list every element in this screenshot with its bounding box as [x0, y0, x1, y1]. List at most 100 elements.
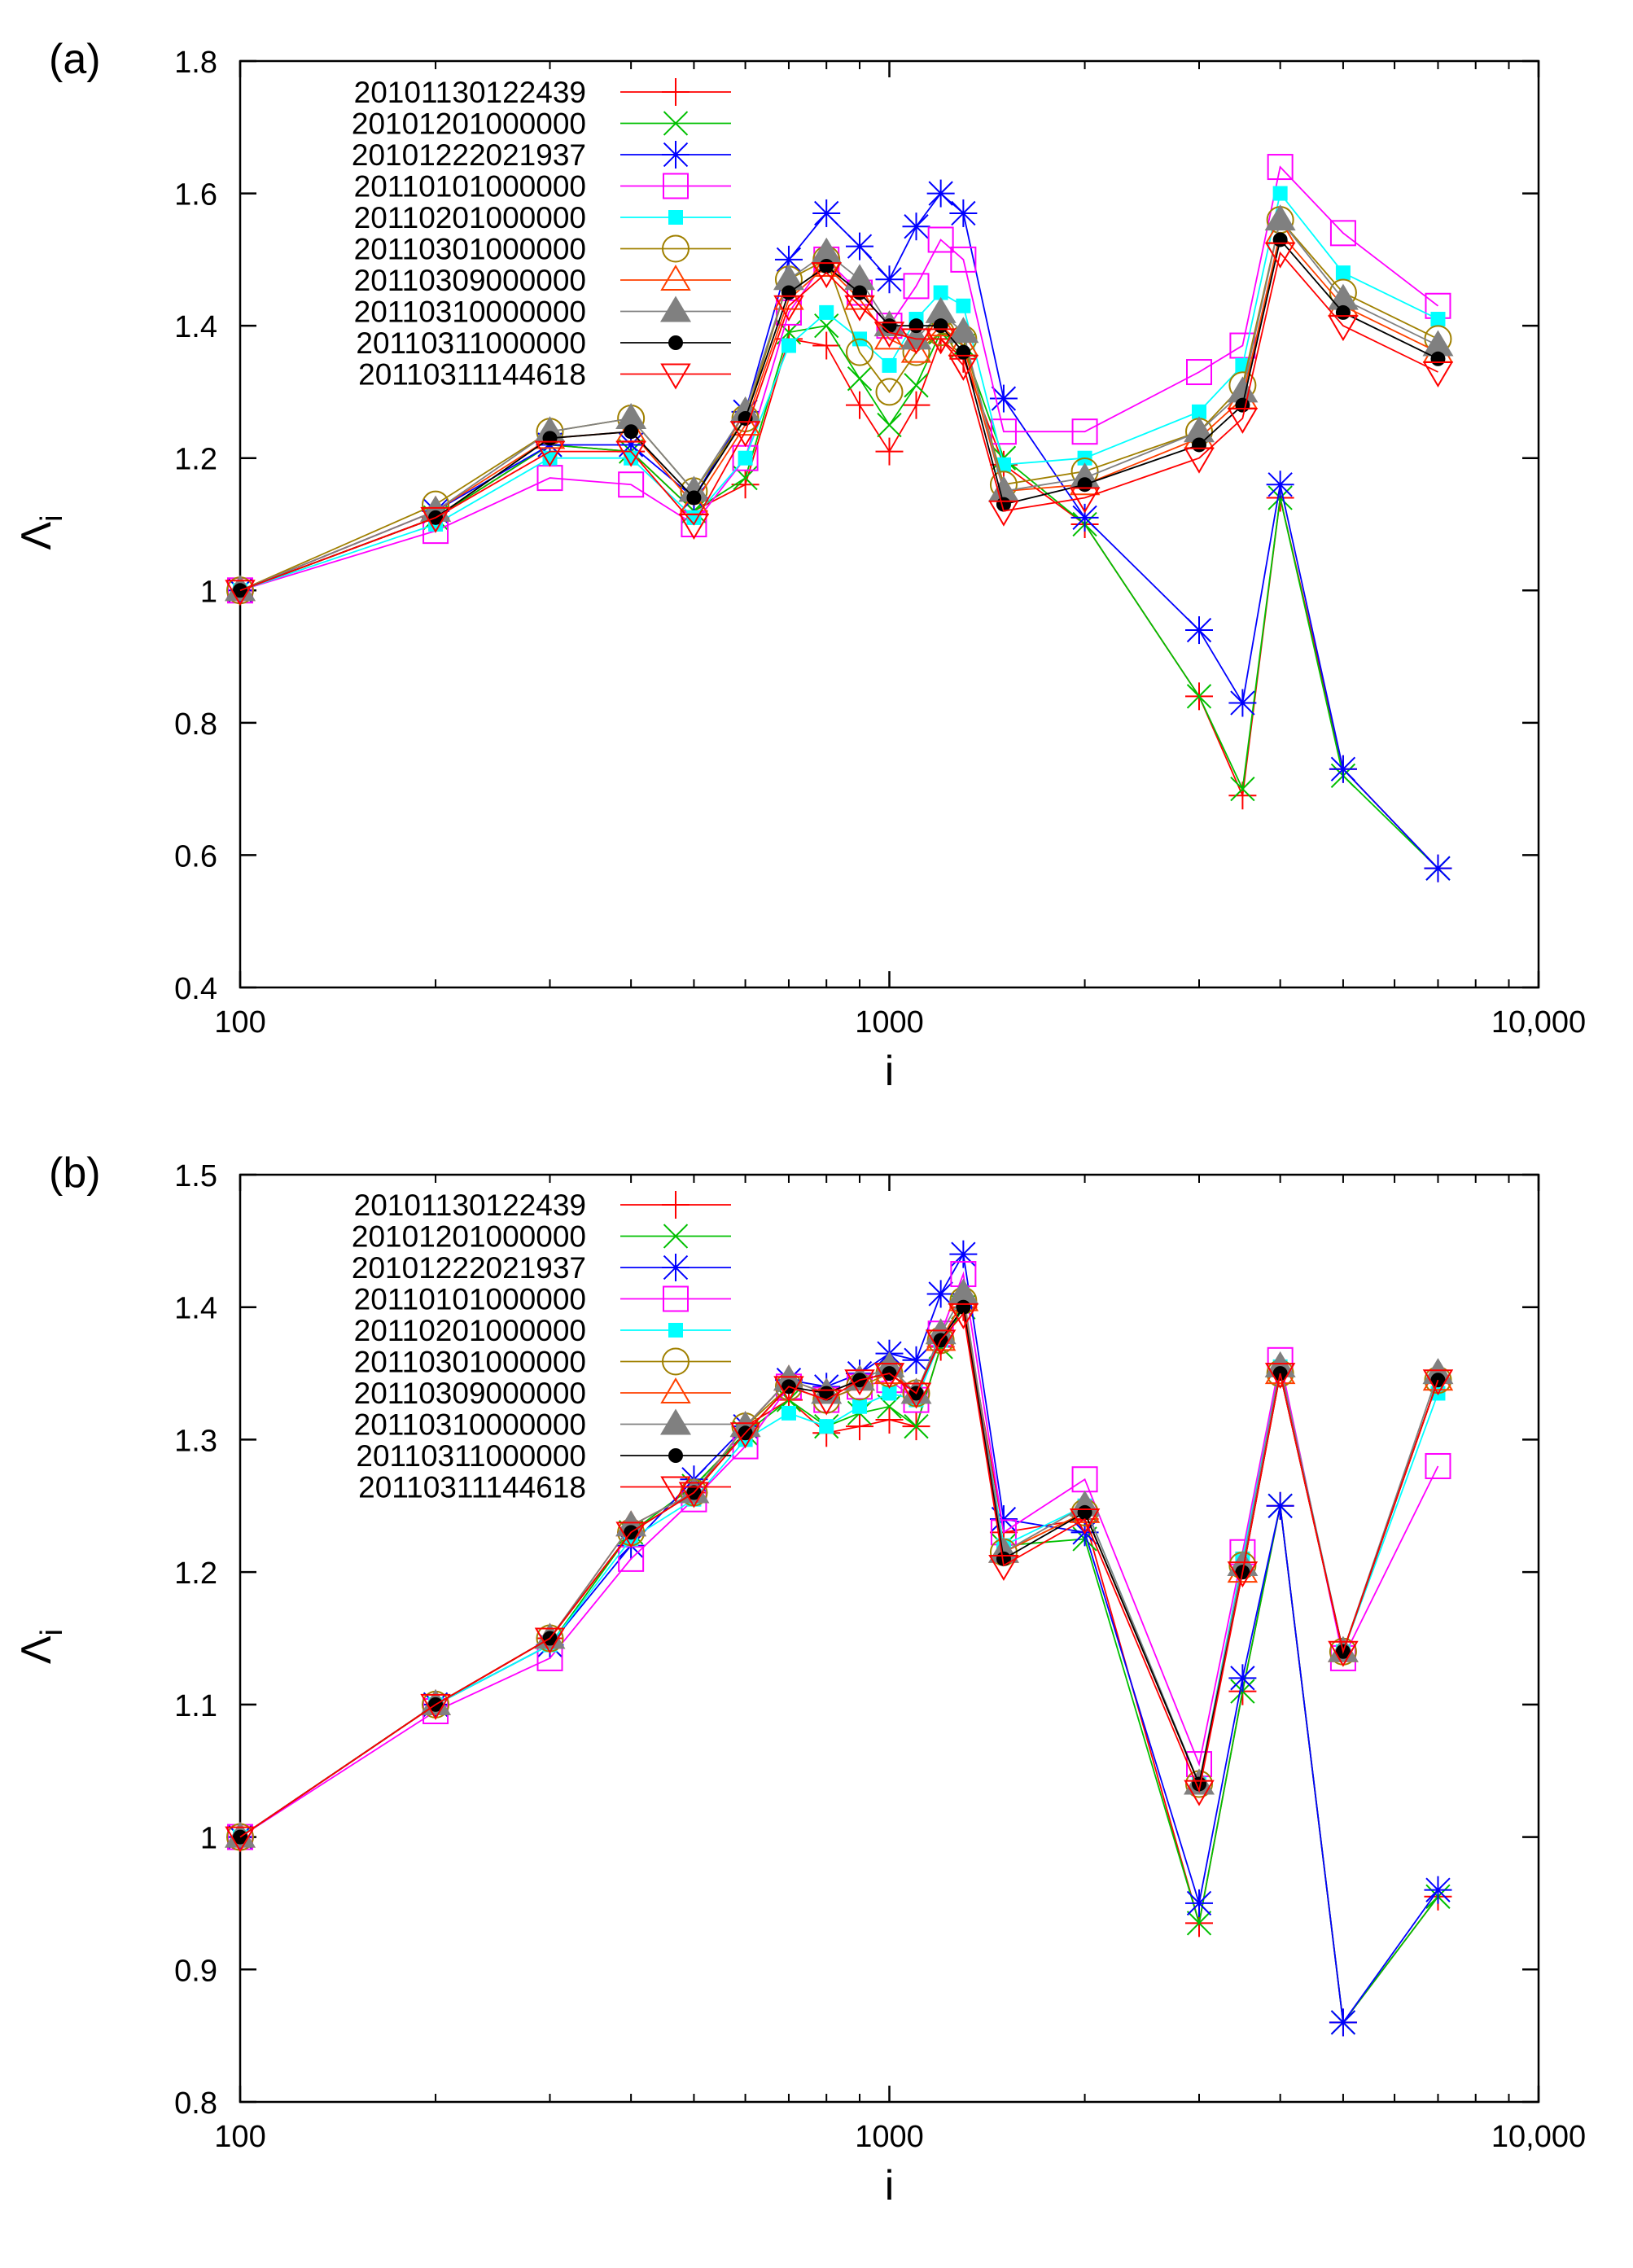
x-tick-label: 1000 [855, 1005, 924, 1040]
legend: 2010113012243920101201000000201012220219… [352, 76, 731, 392]
legend-label: 20110101000000 [354, 1283, 586, 1316]
data-point [900, 336, 932, 363]
data-point [844, 1369, 875, 1396]
y-tick-label: 1.1 [174, 1689, 217, 1723]
legend-marker [668, 1323, 683, 1338]
data-point [925, 1329, 957, 1356]
data-point [988, 500, 1019, 527]
data-point [846, 232, 874, 261]
legend-label: 20101201000000 [352, 107, 586, 141]
data-point [738, 450, 753, 466]
data-point [811, 262, 842, 289]
data-point [926, 1280, 955, 1308]
y-tick-label: 1.2 [174, 443, 217, 477]
legend-marker [660, 1476, 691, 1503]
data-point [686, 490, 702, 506]
data-point [1227, 1561, 1259, 1588]
data-point [1266, 471, 1294, 499]
data-point [1192, 404, 1207, 419]
data-point [1264, 204, 1296, 231]
legend-marker [668, 1448, 683, 1463]
data-point [1264, 242, 1296, 269]
data-point [844, 264, 876, 291]
legend-marker [662, 78, 690, 106]
legend-marker [662, 1254, 690, 1281]
data-point [1228, 689, 1257, 717]
y-axis-label: Λi [13, 514, 69, 549]
data-point [678, 1482, 710, 1508]
data-point [781, 285, 796, 300]
data-point [996, 457, 1011, 472]
data-point [624, 450, 639, 466]
legend-label: 20110301000000 [354, 1346, 586, 1379]
data-point [1070, 503, 1099, 532]
y-tick-label: 1.2 [174, 1557, 217, 1591]
legend-marker [668, 210, 683, 225]
legend-label: 20110101000000 [354, 170, 586, 204]
data-point [729, 1422, 761, 1449]
data-point [908, 318, 924, 334]
x-tick-label: 100 [214, 1005, 265, 1040]
data-point [903, 273, 930, 300]
y-axis-label: Λi [13, 1629, 69, 1664]
series-line [239, 251, 1438, 592]
data-point [844, 295, 875, 322]
legend-marker [660, 1377, 691, 1403]
data-point [900, 1382, 932, 1409]
data-point [1267, 154, 1294, 181]
data-point [875, 437, 904, 466]
data-point [1069, 1508, 1101, 1535]
series-line [239, 165, 1439, 592]
data-point [1329, 2008, 1357, 2037]
data-point [1186, 684, 1212, 709]
legend-label: 20110309000000 [354, 1377, 586, 1410]
data-point [420, 1693, 451, 1720]
legend-marker [660, 1408, 691, 1435]
data-point [624, 424, 639, 440]
data-point [1422, 330, 1454, 357]
data-point [615, 402, 647, 429]
y-tick-label: 1.5 [174, 1159, 217, 1193]
panel-label: (a) [49, 36, 101, 83]
data-point [1266, 1491, 1294, 1520]
data-point [948, 1303, 979, 1329]
data-point [900, 323, 932, 350]
y-axis-label-main: Λ [13, 522, 60, 550]
data-point [933, 318, 948, 334]
legend-marker [662, 1191, 690, 1219]
legend: 2010113012243920101201000000201012220219… [352, 1189, 731, 1504]
data-point [1077, 477, 1092, 493]
legend-marker [660, 265, 691, 291]
data-point [1425, 1452, 1451, 1479]
series-line [239, 1291, 1439, 1838]
data-point [900, 328, 932, 355]
series-line [239, 191, 1438, 592]
y-axis-label-main: Λ [13, 1635, 60, 1664]
data-point [852, 285, 868, 300]
data-point [618, 471, 645, 498]
data-point [773, 295, 804, 322]
data-point [873, 323, 905, 350]
data-point [988, 1555, 1019, 1581]
data-point [949, 199, 978, 227]
data-point [225, 580, 256, 606]
data-point [534, 1627, 566, 1654]
y-tick-label: 1.6 [174, 178, 217, 212]
legend-label: 20101130122439 [354, 76, 586, 109]
data-point [1185, 1889, 1214, 1917]
data-point [811, 237, 843, 264]
data-point [1422, 1369, 1454, 1396]
data-point [1424, 854, 1452, 882]
data-point [956, 344, 971, 360]
data-point [1272, 186, 1288, 201]
data-point [846, 338, 874, 366]
panel-label: (b) [49, 1149, 101, 1197]
data-point [1069, 487, 1101, 514]
data-point [902, 391, 930, 419]
data-point [925, 296, 957, 323]
y-tick-label: 0.4 [174, 972, 217, 1006]
data-point [1424, 1876, 1452, 1904]
data-point [1186, 359, 1213, 386]
data-point [729, 396, 761, 423]
